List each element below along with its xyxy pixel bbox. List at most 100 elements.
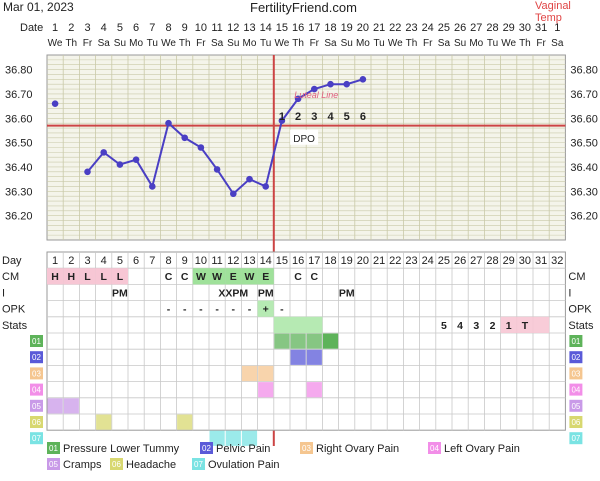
legend-code: 02 xyxy=(202,444,211,453)
legend-code: 04 xyxy=(430,444,439,453)
legend-swatch xyxy=(110,458,123,470)
symptom-code-right: 05 xyxy=(571,402,580,411)
symptom-code: 05 xyxy=(32,402,41,411)
cm-cell xyxy=(95,268,112,285)
symptom-code: 02 xyxy=(32,353,41,362)
weekday-label: We xyxy=(161,38,176,49)
day-number: 26 xyxy=(454,255,466,267)
stats-band xyxy=(500,316,550,333)
weekday-label: Su xyxy=(227,38,239,49)
y-tick-label-right: 36.40 xyxy=(570,162,598,174)
weekday-label: Tu xyxy=(260,38,271,49)
date-label: 22 xyxy=(389,22,401,34)
stats-value: 4 xyxy=(457,320,463,332)
opk-value: - xyxy=(248,304,252,316)
legend-label: Pelvic Pain xyxy=(216,443,270,455)
stats-value: 5 xyxy=(441,320,447,332)
symptom-code-box xyxy=(30,335,43,347)
dpo-number: 1 xyxy=(279,111,285,123)
symptom-mark-solo xyxy=(322,333,339,349)
weekday-label: We xyxy=(48,38,63,49)
stats-value: T xyxy=(522,320,529,332)
stats-value: 3 xyxy=(473,320,479,332)
date-label: 15 xyxy=(276,22,288,34)
day-number: 2 xyxy=(68,255,74,267)
temperature-point xyxy=(230,190,237,198)
date-label: 20 xyxy=(357,22,369,34)
weekday-label: We xyxy=(274,38,289,49)
opk-value: - xyxy=(232,304,236,316)
luteal-line-label: Luteal Line xyxy=(294,90,338,100)
weekday-label: Mo xyxy=(129,38,143,49)
weekday-label: Sa xyxy=(324,38,337,49)
symptom-mark xyxy=(177,414,193,430)
day-number: 28 xyxy=(486,255,498,267)
symptom-code-right: 04 xyxy=(571,386,580,395)
y-tick-label: 36.50 xyxy=(5,138,33,150)
y-tick-label: 36.30 xyxy=(5,186,33,198)
weekday-label: Su xyxy=(114,38,126,49)
y-tick-label-right: 36.50 xyxy=(570,138,598,150)
symptom-mark xyxy=(225,430,241,446)
cm-value: W xyxy=(245,271,255,283)
symptom-code-box xyxy=(30,432,43,445)
legend-label: Right Ovary Pain xyxy=(316,443,399,455)
symptom-code: 01 xyxy=(32,337,41,346)
opk-value: - xyxy=(215,304,219,316)
weekday-label: Tu xyxy=(487,38,498,49)
dpo-number: 5 xyxy=(344,111,350,123)
symptom-code-box xyxy=(30,383,43,396)
legend-label: Headache xyxy=(126,459,176,471)
date-label: 1 xyxy=(554,22,560,34)
weekday-label: Sa xyxy=(551,38,564,49)
day-number: 22 xyxy=(389,255,401,267)
weekday-label: Fr xyxy=(83,38,93,49)
date-label: 11 xyxy=(211,22,222,34)
day-number: 23 xyxy=(405,255,417,267)
stats-value: 1 xyxy=(506,320,512,332)
legend-label: Ovulation Pain xyxy=(208,459,280,471)
y-tick-label-right: 36.30 xyxy=(570,186,598,198)
temperature-point xyxy=(359,76,367,83)
date-label: 23 xyxy=(405,22,417,34)
i-value: PM xyxy=(339,287,355,299)
day-number: 20 xyxy=(357,255,369,267)
y-tick-label-right: 36.70 xyxy=(570,89,598,101)
i-value: PM xyxy=(112,287,128,299)
legend-swatch xyxy=(428,442,441,454)
day-number: 13 xyxy=(243,255,255,267)
stats-row-label: Stats xyxy=(2,320,28,332)
temperature-point xyxy=(311,85,318,93)
cm-cell xyxy=(241,268,258,285)
opk-row-label-right: OPK xyxy=(568,304,592,316)
day-number: 29 xyxy=(503,255,515,267)
day-number: 27 xyxy=(470,255,482,267)
y-tick-label: 36.60 xyxy=(5,113,33,125)
i-value: XXPM xyxy=(218,287,248,299)
cm-value: H xyxy=(68,271,76,283)
day-number: 25 xyxy=(438,255,450,267)
temperature-point xyxy=(197,144,205,151)
date-label: 8 xyxy=(165,22,171,34)
symptom-code: 07 xyxy=(32,434,41,443)
weekday-label: Sa xyxy=(98,38,111,49)
date-label: 14 xyxy=(260,22,272,34)
temperature-point xyxy=(343,80,351,88)
day-number: 14 xyxy=(260,255,272,267)
cm-cell xyxy=(225,268,242,285)
symptom-mark xyxy=(241,430,258,446)
day-number: 11 xyxy=(211,255,222,267)
cm-value: L xyxy=(100,271,107,283)
temperature-point xyxy=(132,156,140,163)
date-label: 24 xyxy=(422,22,434,34)
temperature-point xyxy=(116,161,124,168)
temperature-point xyxy=(100,149,107,156)
symptom-code-box-right xyxy=(569,432,583,445)
day-number: 12 xyxy=(227,255,239,267)
weekday-label: Sa xyxy=(211,38,224,49)
symptom-code-box xyxy=(30,416,43,428)
date-label: 10 xyxy=(195,22,207,34)
cm-cell xyxy=(47,268,64,285)
cm-row-label-right: CM xyxy=(568,271,585,283)
cm-value: W xyxy=(212,271,222,283)
